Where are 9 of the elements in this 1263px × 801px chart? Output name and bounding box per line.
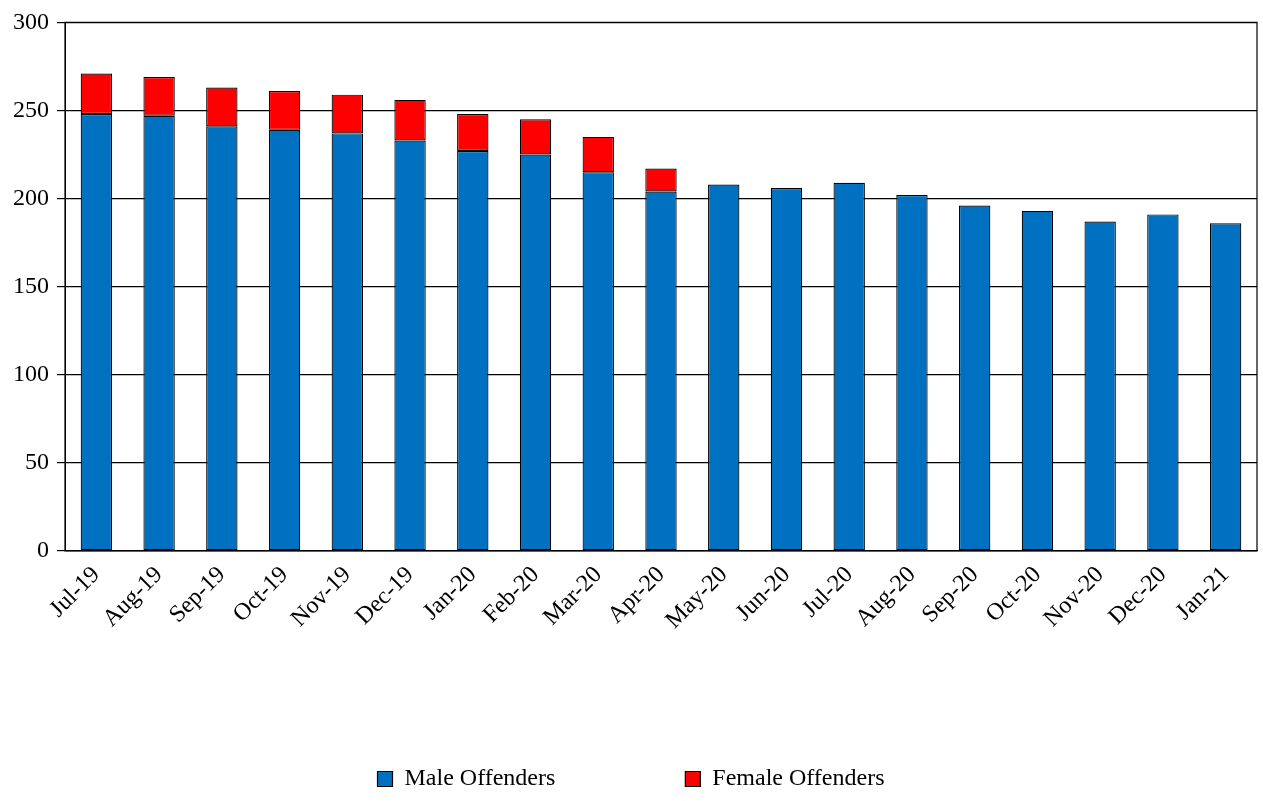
y-tick-label: 50 [25, 448, 49, 475]
y-tick-label: 100 [13, 360, 49, 387]
legend-label: Male Offenders [404, 764, 556, 791]
y-tick-label: 200 [13, 183, 49, 210]
legend-label: Female Offenders [712, 764, 885, 791]
y-tick-label: 300 [13, 7, 49, 34]
y-tick-label: 150 [13, 271, 49, 298]
y-tick-label: 0 [37, 536, 49, 563]
y-tick-label: 250 [13, 95, 49, 122]
